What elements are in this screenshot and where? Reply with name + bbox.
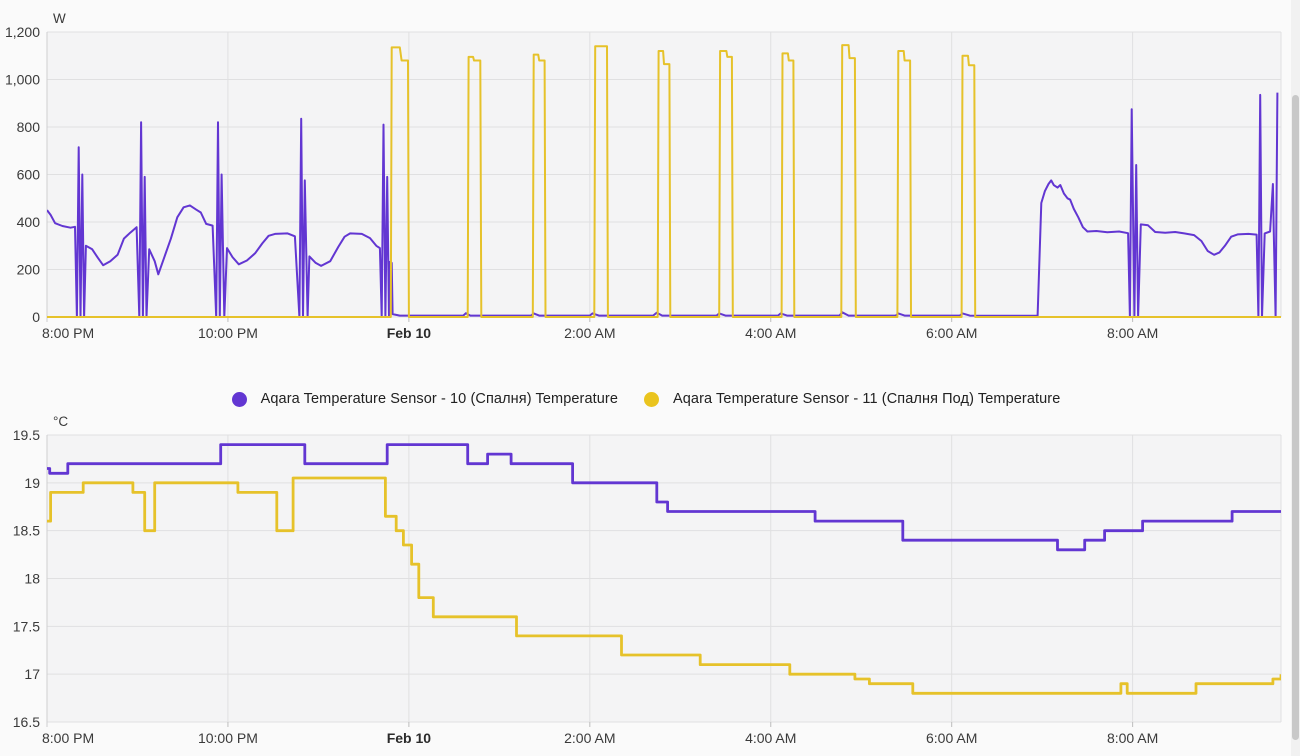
x-tick-label: 4:00 AM [745, 325, 796, 341]
y-tick-label: 0 [32, 309, 40, 325]
y-tick-label: 17 [24, 666, 40, 682]
y-tick-label: 1,000 [5, 72, 40, 88]
x-tick-label: 10:00 PM [198, 730, 258, 746]
x-tick-label: 2:00 AM [564, 325, 615, 341]
legend-dot-icon [231, 391, 247, 407]
y-tick-label: 800 [17, 119, 41, 135]
x-tick-label: 8:00 PM [42, 325, 94, 341]
y-tick-label: 16.5 [13, 714, 40, 730]
y-tick-label: 400 [17, 214, 41, 230]
y-gridlines: 16.5 17 17.5 18 18.5 19 19.5 [13, 427, 1281, 730]
legend: Aqara Temperature Sensor - 10 (Спалня) T… [0, 384, 1292, 414]
legend-item-1[interactable]: Aqara Temperature Sensor - 11 (Спалня По… [644, 391, 1060, 407]
legend-label: Aqara Temperature Sensor - 11 (Спалня По… [673, 391, 1061, 407]
legend-label: Aqara Temperature Sensor - 10 (Спалня) T… [260, 391, 618, 407]
series-line-power-purple [47, 92, 1279, 318]
series-line-temp-sensor-11 [47, 476, 1281, 695]
series-line-power-yellow [47, 44, 1281, 318]
x-tick-label: Feb 10 [387, 325, 432, 341]
legend-dot-icon [644, 391, 659, 407]
power-history-chart[interactable]: 0 200 400 600 800 1,000 1,200 8:00 PM 10:00 PM Fe… [0, 0, 1292, 348]
x-tick-label: Feb 10 [387, 730, 432, 746]
x-gridlines: 8:00 PM 10:00 PM Feb 10 2:00 AM 4:00 AM 6:00 … [42, 32, 1282, 341]
y-tick-label: 1,200 [5, 24, 40, 40]
axis-unit-label: W [53, 11, 66, 26]
y-tick-label: 18.5 [13, 523, 40, 539]
x-tick-label: 8:00 AM [1107, 325, 1158, 341]
x-tick-label: 6:00 AM [926, 325, 977, 341]
y-tick-label: 19.5 [13, 427, 40, 443]
axis-unit-label: °C [53, 415, 68, 429]
x-tick-label: 10:00 PM [198, 325, 258, 341]
scrollbar-thumb[interactable] [1292, 95, 1299, 740]
y-tick-label: 18 [24, 571, 40, 587]
y-tick-label: 19 [24, 475, 40, 491]
x-tick-label: 8:00 AM [1107, 730, 1158, 746]
temperature-history-chart[interactable]: 16.5 17 17.5 18 18.5 19 19.5 8:00 PM 10:00 PM Feb… [0, 415, 1292, 756]
x-tick-label: 2:00 AM [564, 730, 615, 746]
x-gridlines: 8:00 PM 10:00 PM Feb 10 2:00 AM 4:00 AM 6:00 … [42, 435, 1282, 746]
y-gridlines: 0 200 400 600 800 1,000 1,200 [5, 24, 1281, 325]
x-tick-label: 6:00 AM [926, 730, 977, 746]
y-tick-label: 17.5 [13, 618, 40, 634]
y-tick-label: 600 [17, 167, 41, 183]
legend-item-0[interactable]: Aqara Temperature Sensor - 10 (Спалня) T… [231, 391, 618, 407]
x-tick-label: 4:00 AM [745, 730, 796, 746]
scrollbar-track[interactable] [1291, 0, 1300, 756]
series-line-temp-sensor-10 [47, 443, 1281, 552]
y-tick-label: 200 [17, 262, 41, 278]
x-tick-label: 8:00 PM [42, 730, 94, 746]
